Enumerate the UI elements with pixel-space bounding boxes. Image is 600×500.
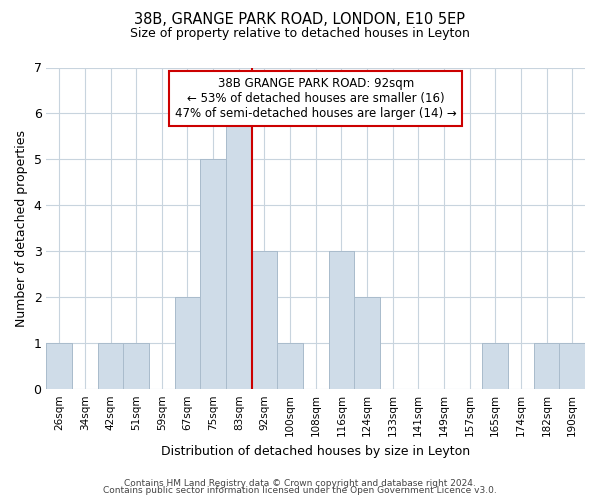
Text: Contains HM Land Registry data © Crown copyright and database right 2024.: Contains HM Land Registry data © Crown c… [124, 478, 476, 488]
Bar [226, 114, 251, 389]
Bar [482, 343, 508, 389]
Bar [46, 343, 72, 389]
Bar [354, 298, 380, 389]
Bar [98, 343, 124, 389]
Text: 38B, GRANGE PARK ROAD, LONDON, E10 5EP: 38B, GRANGE PARK ROAD, LONDON, E10 5EP [134, 12, 466, 28]
Y-axis label: Number of detached properties: Number of detached properties [15, 130, 28, 327]
Bar [251, 252, 277, 389]
Bar [559, 343, 585, 389]
Bar [124, 343, 149, 389]
Text: 38B GRANGE PARK ROAD: 92sqm
← 53% of detached houses are smaller (16)
47% of sem: 38B GRANGE PARK ROAD: 92sqm ← 53% of det… [175, 77, 457, 120]
Bar [277, 343, 303, 389]
Text: Size of property relative to detached houses in Leyton: Size of property relative to detached ho… [130, 28, 470, 40]
Bar [329, 252, 354, 389]
X-axis label: Distribution of detached houses by size in Leyton: Distribution of detached houses by size … [161, 444, 470, 458]
Text: Contains public sector information licensed under the Open Government Licence v3: Contains public sector information licen… [103, 486, 497, 495]
Bar [534, 343, 559, 389]
Bar [200, 160, 226, 389]
Bar [175, 298, 200, 389]
